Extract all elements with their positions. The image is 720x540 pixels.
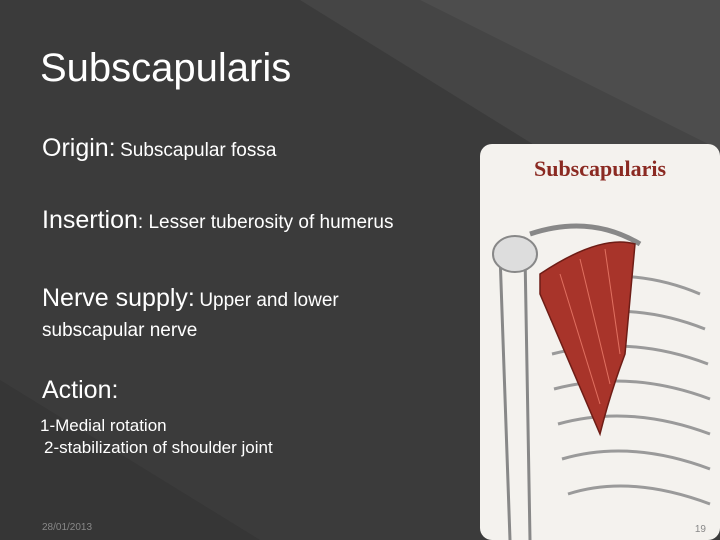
muscle-fibers: [559, 248, 621, 405]
action-line: 2-stabilization of shoulder joint: [44, 438, 273, 457]
text: Upper and lower: [199, 290, 339, 311]
clavicle: [529, 223, 642, 247]
label: Origin:: [42, 134, 116, 162]
page-number: 19: [695, 524, 707, 535]
text: : Lesser tuberosity of humerus: [137, 212, 394, 233]
origin: Origin: Subscapular fossa: [42, 134, 276, 163]
action-line: 1-Medial rotation: [40, 416, 167, 435]
action-label: Action:: [42, 376, 119, 404]
insertion: Insertion: Lesser tuberosity of humerus: [42, 206, 393, 235]
bg-shape: [0, 380, 260, 540]
label: Nerve supply:: [42, 284, 195, 312]
humerus: [498, 253, 532, 540]
bg-shape: [420, 0, 720, 150]
humeral-head: [492, 235, 538, 273]
nerve: Nerve supply: Upper and lower: [42, 284, 339, 313]
label: Insertion: [42, 206, 138, 234]
footer-date: 28/01/2013: [42, 522, 93, 533]
image-caption: Subscapularis: [534, 156, 666, 181]
title: Subscapularis: [40, 46, 292, 90]
nerve-text: subscapular nerve: [42, 320, 198, 341]
illustration: Subscapularis 19: [480, 144, 720, 540]
text: Subscapular fossa: [120, 140, 277, 161]
